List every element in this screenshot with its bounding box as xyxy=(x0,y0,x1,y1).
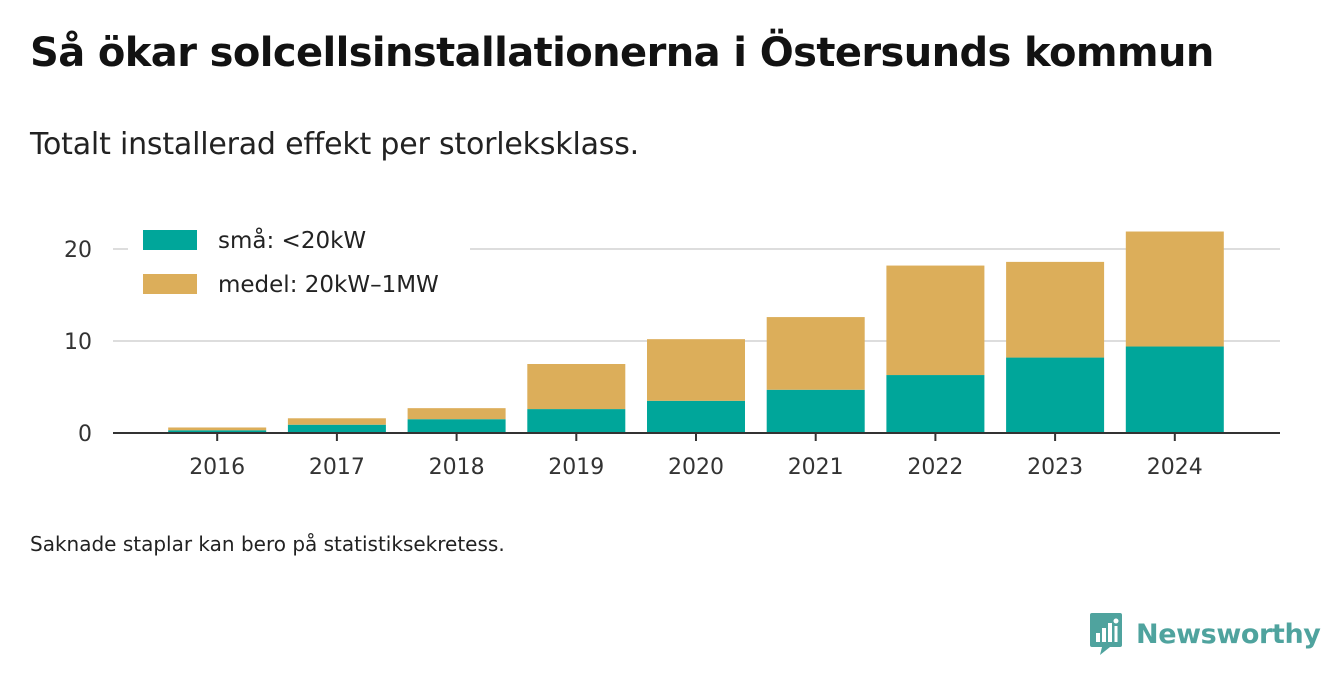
bar-small xyxy=(168,430,267,433)
bar-medium xyxy=(287,418,386,425)
bar-medium xyxy=(766,317,865,390)
bar-small xyxy=(886,375,985,433)
footnote: Saknade staplar kan bero på statistiksek… xyxy=(30,532,505,556)
y-tick-label: 20 xyxy=(64,238,92,263)
legend-swatch xyxy=(143,274,197,294)
bar-medium xyxy=(527,364,626,410)
x-tick-label: 2021 xyxy=(788,455,844,480)
bar-small xyxy=(407,419,506,433)
x-tick-label: 2019 xyxy=(548,455,604,480)
x-tick-label: 2018 xyxy=(429,455,485,480)
bar-medium xyxy=(1006,261,1105,358)
legend-label: medel: 20kW–1MW xyxy=(218,272,439,298)
bars xyxy=(168,231,1224,433)
bar-small xyxy=(287,424,386,433)
bar-medium xyxy=(647,339,745,401)
bar-small xyxy=(1125,346,1224,433)
bar-small xyxy=(1006,357,1105,433)
bar-medium xyxy=(1125,231,1224,347)
chart-title: Så ökar solcellsinstallationerna i Öster… xyxy=(30,30,1214,76)
x-tick-label: 2016 xyxy=(189,455,245,480)
legend: små: <20kW medel: 20kW–1MW xyxy=(128,218,470,308)
bar-small xyxy=(527,409,626,433)
legend-label: små: <20kW xyxy=(218,226,366,254)
bar-medium xyxy=(168,427,267,431)
newsworthy-logo-icon xyxy=(1090,613,1122,655)
x-tick-label: 2020 xyxy=(668,455,724,480)
x-tick-label: 2022 xyxy=(907,455,963,480)
x-tick-label: 2023 xyxy=(1027,455,1083,480)
legend-swatch xyxy=(143,230,197,250)
chart-subtitle: Totalt installerad effekt per storlekskl… xyxy=(30,127,639,162)
bar-small xyxy=(766,389,865,433)
x-tick-label: 2017 xyxy=(309,455,365,480)
bar-small xyxy=(647,400,745,433)
brand-name: Newsworthy xyxy=(1136,618,1321,650)
bar-medium xyxy=(407,408,506,420)
y-tick-label: 10 xyxy=(64,330,92,355)
axes: 0 10 20 2016 2017 2018 2019 2020 2021 2022 2023 202… xyxy=(64,238,1280,480)
brand-logo: Newsworthy xyxy=(1088,611,1321,657)
y-tick-label: 0 xyxy=(78,422,92,447)
x-tick-label: 2024 xyxy=(1147,455,1203,480)
stacked-bar-chart: 0 10 20 2016 2017 2018 2019 2020 2021 2022 2023 202… xyxy=(64,218,1280,480)
bar-medium xyxy=(886,265,985,376)
